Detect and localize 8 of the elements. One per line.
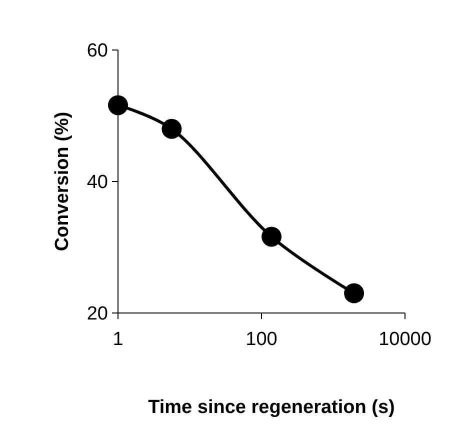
y-tick-label: 40	[86, 172, 108, 194]
y-tick-label: 60	[86, 40, 108, 62]
x-tick-label: 1	[112, 329, 124, 350]
y-tick-label: 20	[86, 304, 108, 325]
x-axis-title: Time since regeneration (s)	[148, 397, 395, 418]
x-tick-label: 10000	[378, 329, 432, 350]
x-tick-label: 100	[246, 329, 278, 350]
y-axis-title: Conversion (%)	[52, 112, 73, 252]
